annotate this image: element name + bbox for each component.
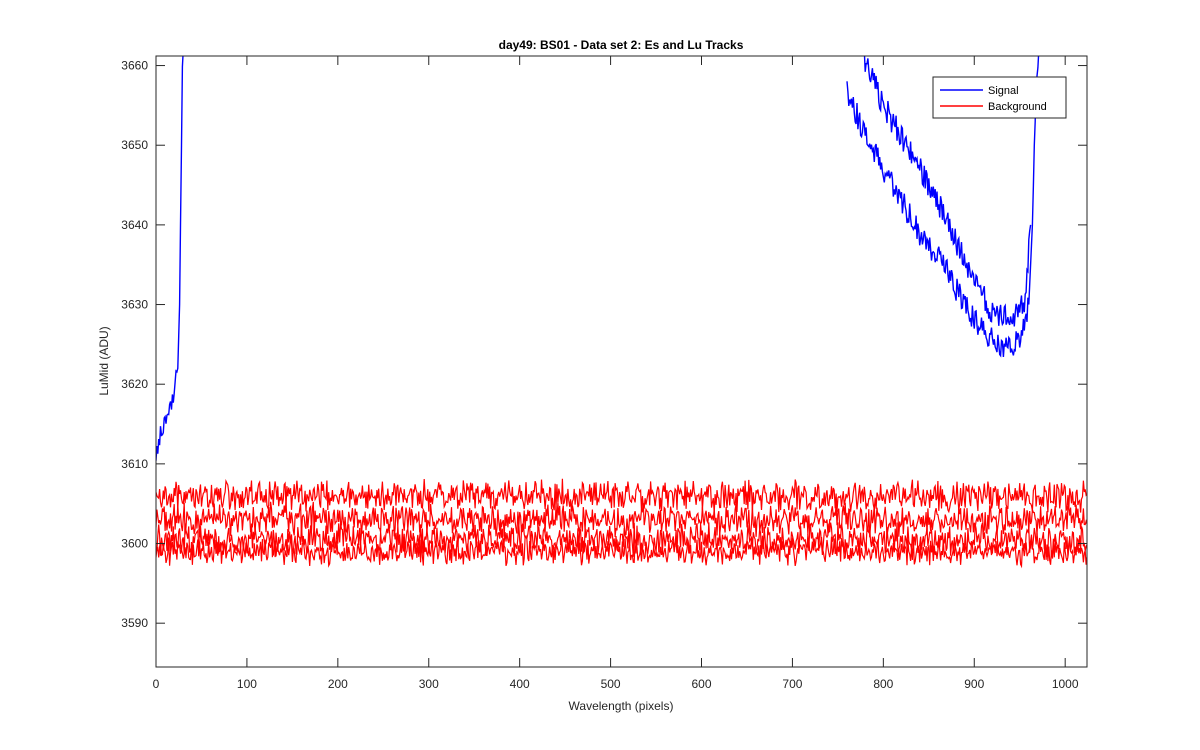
y-tick-label: 3600 — [121, 537, 148, 551]
legend-box — [932, 76, 1067, 119]
y-tick-label: 3620 — [121, 377, 148, 391]
y-tick-label: 3630 — [121, 298, 148, 312]
y-tick-label: 3610 — [121, 457, 148, 471]
background-track-1 — [156, 478, 1087, 514]
x-tick-label: 400 — [510, 677, 530, 691]
x-tick-label: 300 — [419, 677, 439, 691]
legend-label-signal: Signal — [988, 85, 1019, 97]
x-tick-label: 200 — [328, 677, 348, 691]
series-layer — [156, 56, 1087, 569]
y-axis-label: LuMid (ADU) — [97, 326, 111, 395]
chart-title: day49: BS01 - Data set 2: Es and Lu Trac… — [499, 38, 744, 52]
background-track-2 — [156, 501, 1087, 538]
x-tick-label: 600 — [691, 677, 711, 691]
x-tick-label: 0 — [153, 677, 160, 691]
x-tick-label: 900 — [964, 677, 984, 691]
background-track-4 — [156, 534, 1087, 569]
x-axis-label: Wavelength (pixels) — [569, 699, 674, 713]
tick-layer: 0 100 200 300 400 500 600 700 800 900 1000 3590 3600… — [121, 56, 1087, 691]
plot-frame — [155, 55, 1088, 668]
y-tick-label: 3650 — [121, 138, 148, 152]
x-tick-label: 100 — [237, 677, 257, 691]
legend: Signal Background — [932, 76, 1067, 119]
background-track-3 — [156, 522, 1087, 558]
y-tick-label: 3660 — [121, 59, 148, 73]
x-tick-label: 800 — [873, 677, 893, 691]
signal-track-3 — [863, 56, 1032, 327]
x-tick-label: 500 — [601, 677, 621, 691]
y-tick-label: 3590 — [121, 616, 148, 630]
signal-track-1 — [156, 56, 184, 461]
x-tick-label: 700 — [782, 677, 802, 691]
x-tick-label: 1000 — [1052, 677, 1079, 691]
y-tick-label: 3640 — [121, 218, 148, 232]
plot-area — [156, 56, 1087, 667]
legend-label-background: Background — [988, 101, 1047, 113]
signal-track-2 — [846, 56, 1040, 358]
